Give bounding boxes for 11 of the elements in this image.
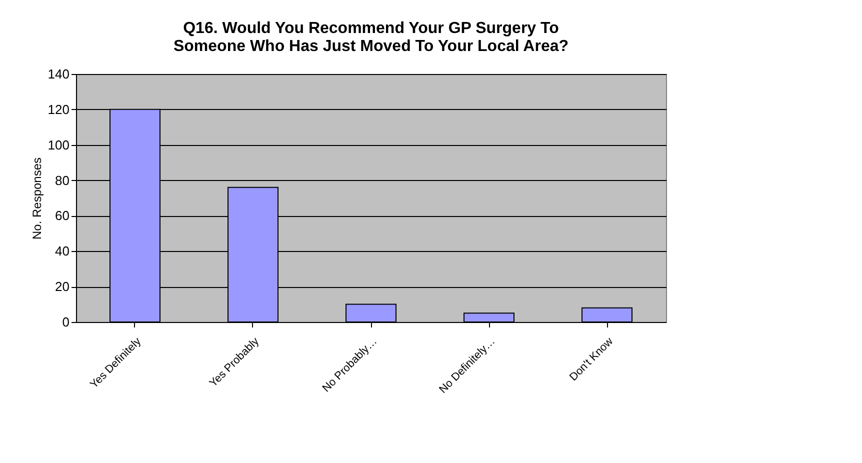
- y-tick-label: 60: [55, 208, 70, 224]
- y-axis-title: No. Responses: [30, 157, 44, 240]
- text: Q16. Would You Recommend Your GP Surgery To: [183, 20, 559, 37]
- y-tick-label: 120: [48, 102, 70, 117]
- text: Someone Who Has Just Moved To Your Local Area?: [173, 38, 569, 55]
- y-tick-label: 100: [48, 137, 70, 152]
- y-tick-label: 40: [55, 244, 70, 259]
- y-tick-label: 20: [55, 279, 70, 294]
- y-tick-label: 80: [55, 172, 70, 188]
- y-tick-label: 140: [48, 66, 70, 82]
- y-tick-label: 0: [62, 314, 70, 330]
